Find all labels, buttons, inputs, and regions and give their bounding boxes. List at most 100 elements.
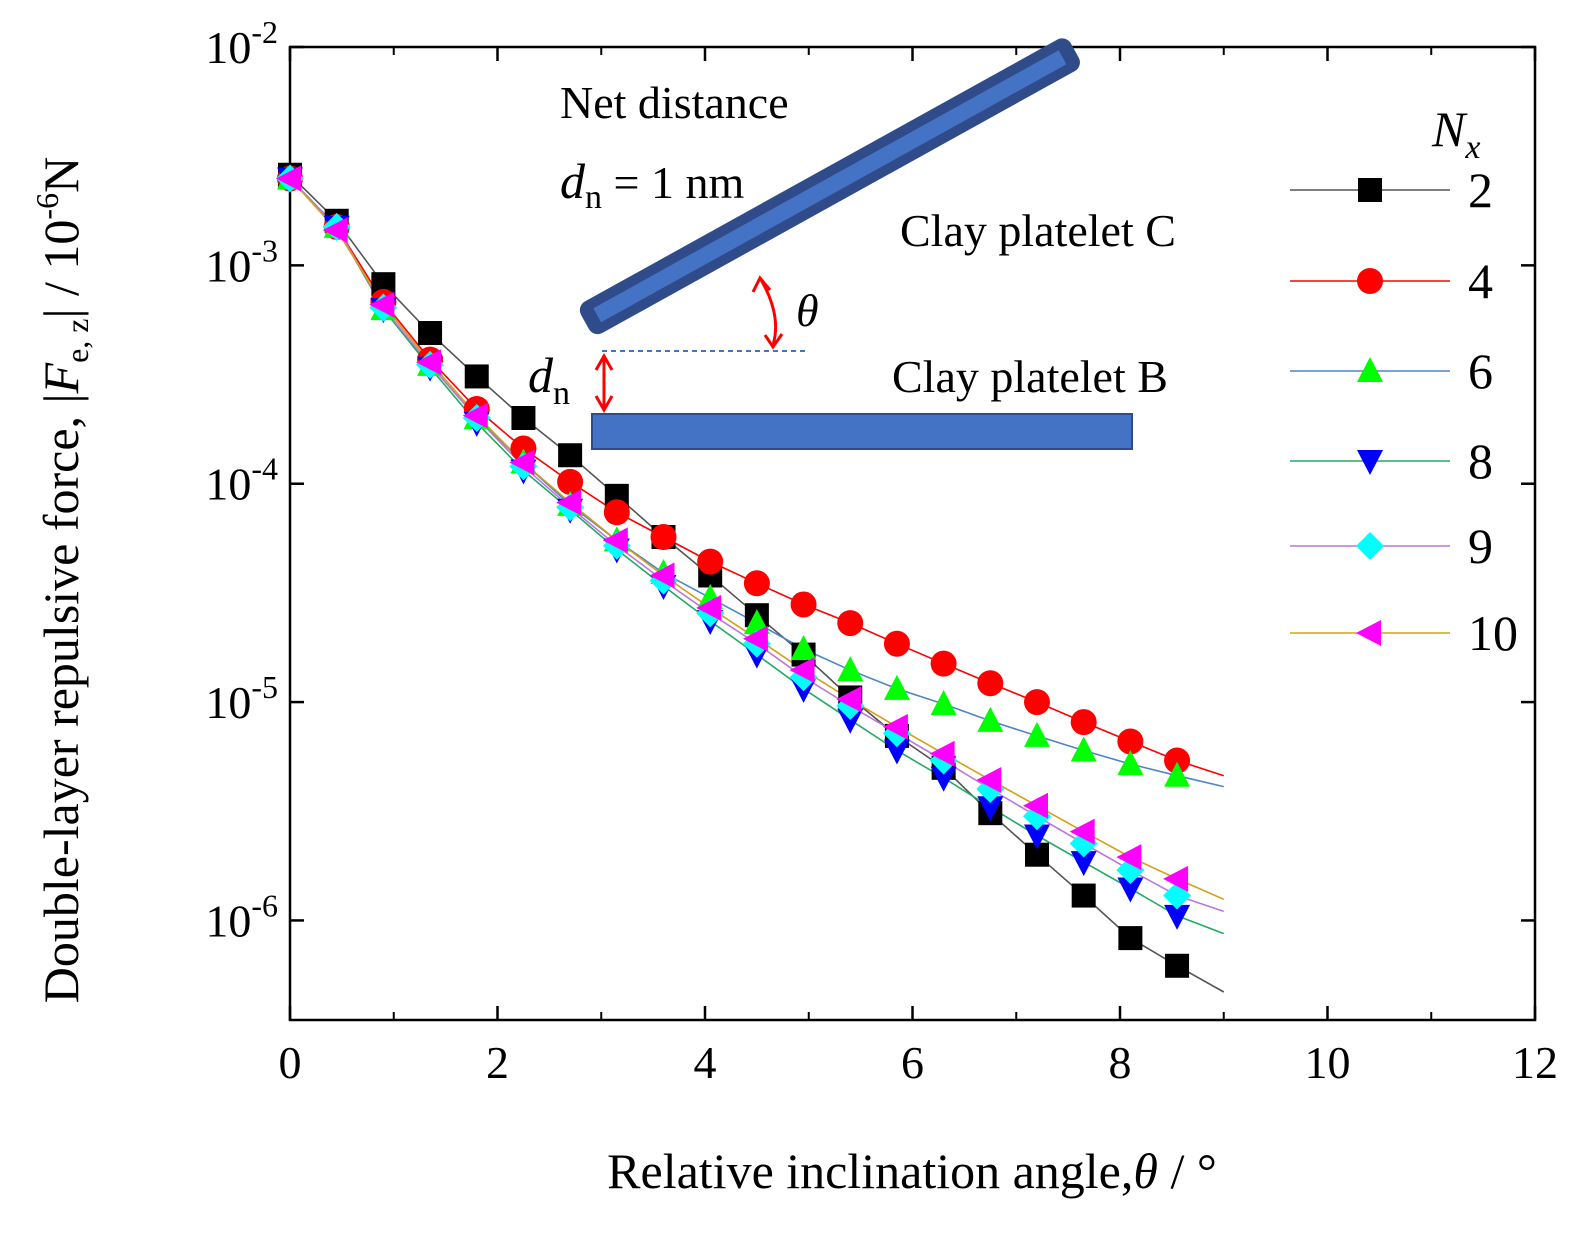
x-tick-label: 2 — [486, 1037, 509, 1088]
data-point — [836, 686, 862, 713]
y-tick-label: 10-4 — [205, 451, 278, 510]
data-point — [1116, 844, 1142, 871]
data-point — [603, 499, 630, 526]
data-point — [1164, 761, 1191, 787]
annotation-dn-label: dn — [528, 347, 570, 412]
data-point — [929, 740, 955, 767]
legend-label: 9 — [1468, 518, 1493, 574]
data-point — [416, 349, 442, 376]
data-point — [511, 405, 536, 430]
x-axis-ticks: 0 2 4 6 8 10 12 — [279, 47, 1558, 1088]
data-point — [322, 217, 348, 244]
data-point — [1165, 953, 1190, 978]
data-point — [1070, 851, 1097, 877]
data-point — [883, 630, 910, 657]
legend-marker — [1357, 450, 1383, 475]
legend-label: 8 — [1468, 433, 1493, 489]
data-point — [883, 739, 910, 765]
y-axis-ticks: 10-2 10-3 10-4 10-5 10-6 — [205, 14, 1535, 946]
series-markers-10 — [276, 165, 1189, 892]
annotation-theta: θ — [796, 285, 819, 336]
x-tick-label: 0 — [279, 1037, 302, 1088]
series-9 — [289, 177, 1225, 913]
data-point — [649, 562, 675, 589]
data-point — [790, 591, 817, 618]
legend-label: 10 — [1468, 605, 1518, 661]
data-point — [1023, 792, 1048, 819]
legend-label: 4 — [1468, 253, 1493, 309]
data-point — [742, 625, 768, 652]
data-point — [276, 165, 301, 192]
data-point — [697, 548, 724, 575]
data-point — [1071, 883, 1096, 908]
series-markers-2 — [278, 162, 1190, 978]
legend-title: Nx — [1431, 101, 1480, 166]
y-tick-label: 10-6 — [205, 887, 278, 946]
clay-platelet-c-shape — [579, 38, 1080, 335]
x-tick-label: 12 — [1512, 1037, 1558, 1088]
dn-arrow — [594, 352, 614, 414]
annotation-platelet-c: Clay platelet C — [900, 205, 1176, 256]
x-tick-label: 4 — [694, 1037, 717, 1088]
data-point — [976, 766, 1002, 793]
data-point — [789, 657, 815, 684]
data-point — [557, 468, 584, 495]
y-tick-label: 10-5 — [205, 669, 278, 728]
data-point — [930, 689, 957, 715]
legend-marker — [1358, 178, 1382, 202]
data-point — [837, 656, 864, 682]
plot-frame — [288, 45, 1537, 1022]
clay-platelet-b-shape — [591, 413, 1133, 450]
legend-label: 2 — [1468, 162, 1493, 218]
series-line — [289, 177, 1224, 788]
data-point — [369, 291, 395, 318]
data-point — [1069, 818, 1095, 845]
data-point — [883, 674, 910, 700]
data-point — [556, 489, 582, 516]
series-layer — [276, 162, 1225, 993]
data-point — [509, 449, 535, 476]
data-point — [1117, 728, 1144, 755]
legend-label: 6 — [1468, 343, 1493, 399]
data-point — [930, 650, 957, 677]
legend-marker — [1357, 268, 1383, 294]
x-axis-title: Relative inclination angle,θ / ° — [607, 1143, 1217, 1199]
data-point — [1070, 709, 1097, 736]
data-point — [837, 708, 864, 734]
series-line — [289, 177, 1225, 913]
annotation-net-distance: Net distance — [560, 77, 789, 128]
data-point — [977, 706, 1004, 732]
data-point — [1118, 926, 1143, 951]
legend-marker — [1356, 532, 1384, 560]
data-point — [462, 402, 488, 429]
data-point — [650, 524, 677, 551]
data-point — [1117, 750, 1144, 776]
data-point — [1164, 747, 1191, 774]
theta-arrow — [751, 275, 784, 350]
data-point — [418, 321, 443, 346]
x-tick-label: 6 — [901, 1037, 924, 1088]
annotation-dn-value: dn = 1 nm — [560, 153, 744, 216]
data-point — [743, 570, 770, 597]
x-tick-label: 10 — [1305, 1037, 1351, 1088]
data-point — [743, 609, 770, 635]
y-tick-label: 10-3 — [205, 232, 278, 291]
data-point — [977, 796, 1004, 822]
data-point — [1070, 736, 1097, 762]
legend: Nx 2 4 6 8 9 10 — [1290, 101, 1518, 661]
data-point — [837, 610, 864, 637]
data-point — [1164, 904, 1191, 930]
x-tick-label: 8 — [1109, 1037, 1132, 1088]
series-4 — [289, 177, 1225, 777]
data-point — [558, 443, 583, 468]
series-markers-4 — [277, 165, 1191, 774]
data-point — [1024, 721, 1050, 747]
data-point — [790, 635, 817, 661]
data-point — [602, 527, 628, 554]
y-tick-label: 10-2 — [205, 14, 278, 73]
legend-marker — [1357, 357, 1383, 382]
inset-illustration: Net distance dn = 1 nm Clay platelet C C… — [528, 38, 1176, 450]
series-8 — [289, 177, 1225, 935]
series-line — [289, 177, 1225, 935]
